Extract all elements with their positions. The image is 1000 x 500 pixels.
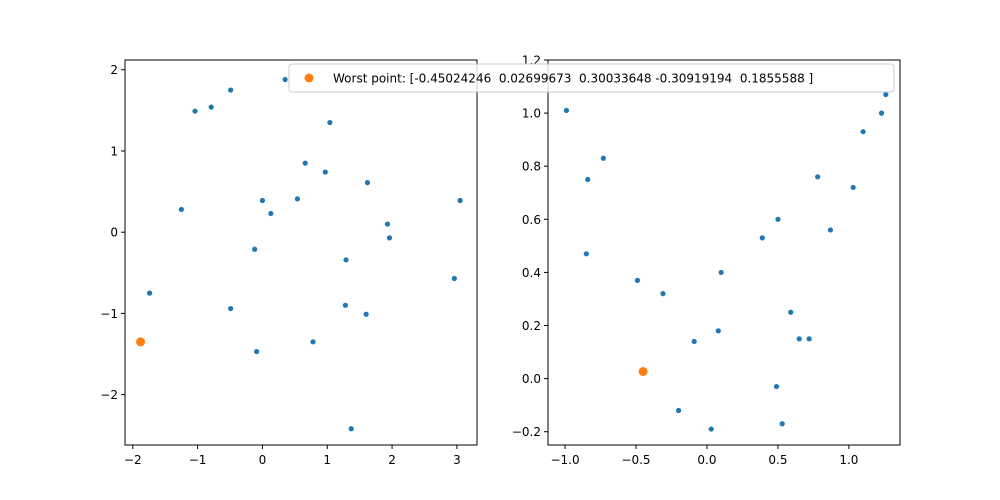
data-point [282,76,288,83]
data-point [759,235,765,241]
data-point [302,160,308,166]
data-point [384,221,391,227]
x-tick-label: 0.0 [697,453,716,467]
data-point [773,383,780,390]
data-point [252,246,258,252]
worst-point [638,366,648,376]
data-point [715,328,721,334]
x-tick-label: 2 [388,453,396,467]
y-tick-label: 1.0 [522,107,541,121]
data-point [775,216,781,222]
x-tick-label: −0.5 [621,453,650,467]
data-point [878,110,885,116]
y-tick-label: 1 [110,144,118,158]
y-tick-label: −1 [100,307,118,321]
data-point [660,291,666,297]
y-tick-label: 0.4 [522,266,541,280]
x-tick-label: −1.0 [550,453,579,467]
x-tick-label: 1.0 [839,453,858,467]
data-point [457,197,463,204]
data-point [600,155,606,161]
data-point [386,235,393,241]
worst-point [136,337,146,347]
data-point [788,309,794,315]
data-point [860,129,866,135]
data-point [675,407,682,414]
y-tick-label: 0.0 [522,372,541,386]
data-point [322,169,328,175]
data-point [294,196,301,202]
legend: Worst point: [-0.45024246 0.02699673 0.3… [288,63,895,93]
data-point [268,210,274,217]
y-tick-label: 0 [110,226,118,240]
axes-frame [124,59,478,446]
data-point [310,339,316,345]
x-tick-label: 1 [323,453,331,467]
data-point [192,108,198,114]
data-point [228,305,234,312]
data-point [253,348,260,355]
data-point [883,91,889,98]
data-point [178,206,184,213]
y-tick-label: 0.6 [522,213,541,227]
data-point [363,311,369,317]
data-point [806,336,812,342]
data-point [563,107,570,114]
legend-box [288,63,895,93]
data-point [827,227,834,233]
data-point [348,426,354,432]
data-point [364,180,371,186]
x-tick-label: −1 [189,453,207,467]
data-point [634,277,641,283]
x-tick-label: 0 [259,453,267,467]
data-point [259,197,266,204]
left-scatter-panel: −2 −1 0 1 2 3 −2 −1 0 1 2 [100,59,478,467]
data-point [327,119,333,126]
data-point [342,302,349,308]
data-point [585,176,591,183]
y-tick-label: −2 [100,388,118,402]
data-point [779,421,785,427]
data-point [708,426,714,432]
data-point [850,184,856,191]
y-tick-label: −0.2 [512,425,541,439]
x-tick-label: −2 [124,453,142,467]
data-point [815,174,821,180]
y-tick-label: 0.8 [522,160,541,174]
legend-label: Worst point: [-0.45024246 0.02699673 0.3… [333,72,813,86]
data-point [796,336,802,342]
data-point [147,290,153,296]
data-point [691,338,697,345]
y-tick-label: 2 [110,63,118,77]
data-point [583,251,589,257]
data-point [343,257,349,263]
x-tick-label: 0.5 [768,453,787,467]
x-tick-label: 3 [453,453,461,467]
y-tick-label: 0.2 [522,319,541,333]
legend-marker [304,73,314,83]
data-point [228,87,234,93]
data-point [451,275,457,282]
data-point [718,269,724,276]
axes-frame [547,59,901,446]
data-point [208,104,214,110]
